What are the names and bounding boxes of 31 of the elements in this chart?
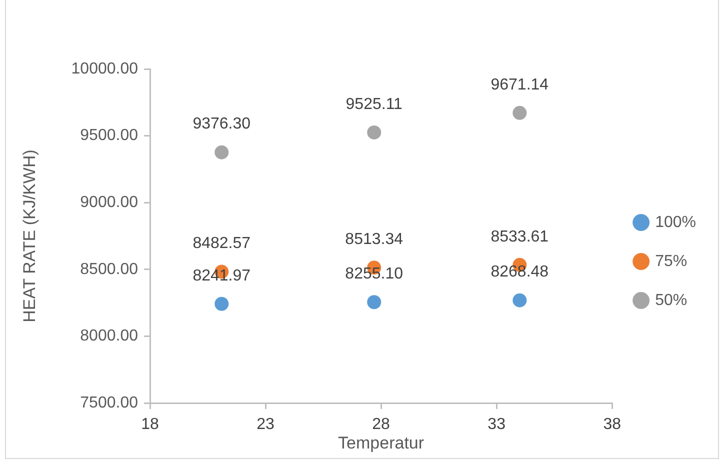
point xyxy=(512,106,527,120)
data-label: 8513.34 xyxy=(345,231,404,248)
y-tick-label: 9000.00 xyxy=(80,194,138,212)
data-label: 8241.97 xyxy=(192,267,251,284)
data-label: 9671.14 xyxy=(490,76,549,94)
legend-label: 75% xyxy=(655,252,688,270)
point xyxy=(512,293,527,308)
point xyxy=(214,296,229,311)
data-label: 8533.61 xyxy=(490,228,549,246)
point xyxy=(214,145,229,160)
data-label: 9525.11 xyxy=(346,96,403,113)
y-tick-label: 10000.00 xyxy=(71,60,138,78)
x-tick-label: 18 xyxy=(141,416,159,434)
legend-label: 50% xyxy=(655,292,688,309)
y-tick-label: 9500.00 xyxy=(80,127,138,144)
data-label: 8255.10 xyxy=(345,266,404,283)
data-label: 8482.57 xyxy=(192,235,251,252)
y-tick-label: 7500.00 xyxy=(80,394,138,412)
x-tick-label: 23 xyxy=(256,416,275,434)
data-label: 8268.48 xyxy=(490,264,549,281)
x-tick-label: 38 xyxy=(603,416,622,434)
data-label: 9376.30 xyxy=(192,116,251,133)
y-axis-title: HEAT RATE (KJ/KWH) xyxy=(20,150,39,322)
x-tick-label: 28 xyxy=(372,416,390,434)
point xyxy=(367,125,382,140)
y-tick-label: 8000.00 xyxy=(80,328,138,345)
y-tick-label: 8500.00 xyxy=(80,260,138,278)
x-tick-label: 33 xyxy=(488,416,506,434)
legend-label: 100% xyxy=(655,214,696,231)
x-axis-title: Temperatur xyxy=(338,433,424,452)
point xyxy=(367,295,382,310)
